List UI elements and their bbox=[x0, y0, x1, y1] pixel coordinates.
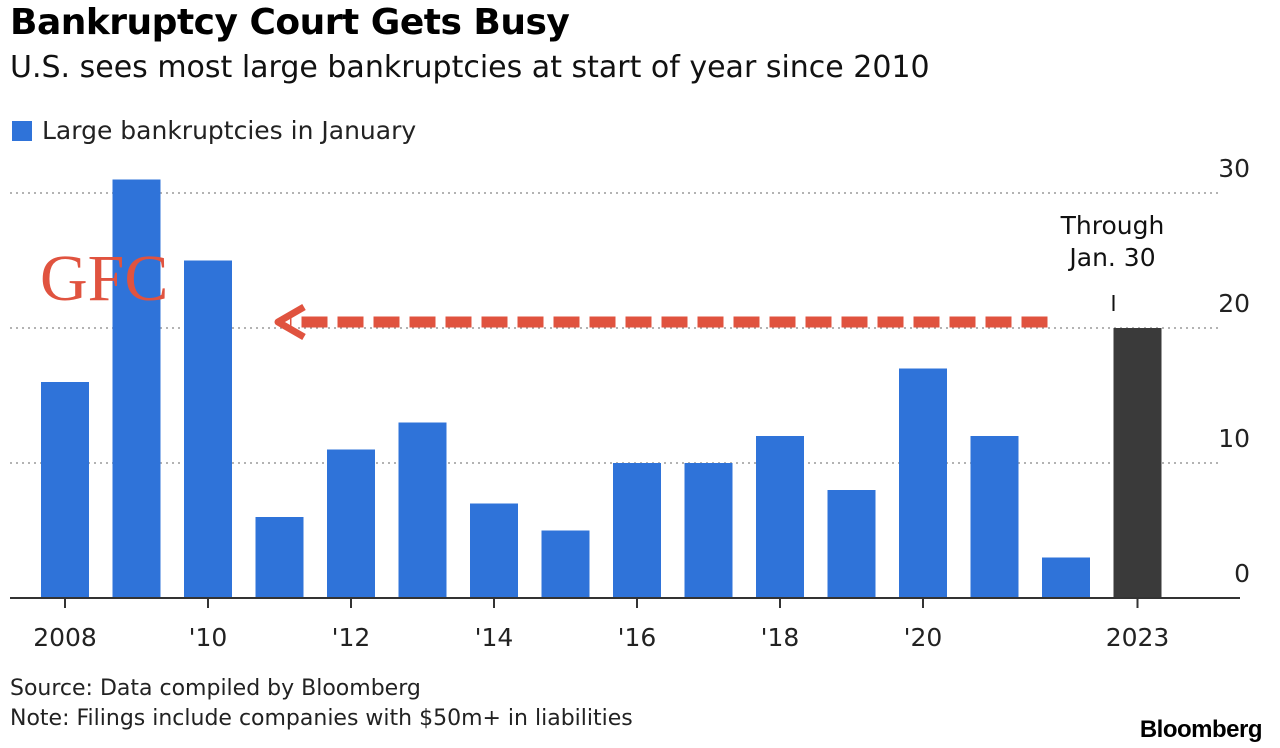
bar-2014 bbox=[470, 503, 518, 598]
chart-subtitle: U.S. sees most large bankruptcies at sta… bbox=[10, 50, 930, 85]
legend: Large bankruptcies in January bbox=[12, 116, 416, 145]
x-tick-label: '16 bbox=[618, 623, 657, 652]
y-tick-label: 10 bbox=[1218, 424, 1250, 453]
source-note: Source: Data compiled by Bloomberg bbox=[10, 676, 421, 701]
bar-2023 bbox=[1113, 328, 1162, 598]
bar-2016 bbox=[613, 463, 661, 598]
bar-2018 bbox=[756, 436, 804, 598]
filing-note: Note: Filings include companies with $50… bbox=[10, 706, 633, 731]
bar-2020 bbox=[899, 368, 947, 598]
bar-2010 bbox=[184, 260, 232, 598]
x-tick-label: '14 bbox=[475, 623, 514, 652]
bar-2009 bbox=[112, 179, 161, 598]
x-tick-label: '20 bbox=[904, 623, 943, 652]
x-tick-label: '10 bbox=[189, 623, 228, 652]
y-tick-label: 20 bbox=[1218, 289, 1250, 318]
gfc-label: GFC bbox=[40, 242, 168, 315]
bar-2022 bbox=[1042, 557, 1090, 598]
y-tick-label: 0 bbox=[1234, 559, 1250, 588]
legend-swatch bbox=[12, 120, 32, 141]
bar-2021 bbox=[970, 436, 1019, 598]
x-tick-label: '12 bbox=[332, 623, 371, 652]
through-label-line1: Through bbox=[1060, 211, 1165, 240]
gfc-arrow-head bbox=[274, 303, 306, 341]
bloomberg-logo: Bloomberg bbox=[1139, 716, 1263, 743]
bar-2013 bbox=[398, 422, 447, 598]
through-label-line2: Jan. 30 bbox=[1067, 243, 1155, 272]
bar-2012 bbox=[327, 449, 375, 598]
chart-title: Bankruptcy Court Gets Busy bbox=[10, 2, 570, 43]
x-tick-label: 2023 bbox=[1106, 623, 1170, 652]
bar-2015 bbox=[541, 530, 590, 598]
bar-2017 bbox=[684, 463, 733, 598]
x-tick-label: 2008 bbox=[33, 623, 97, 652]
bar-2011 bbox=[255, 517, 304, 598]
y-tick-label: 30 bbox=[1218, 154, 1250, 183]
bar-2019 bbox=[827, 490, 876, 598]
legend-label: Large bankruptcies in January bbox=[42, 116, 417, 145]
x-tick-label: '18 bbox=[761, 623, 800, 652]
bar-2008 bbox=[41, 382, 89, 598]
